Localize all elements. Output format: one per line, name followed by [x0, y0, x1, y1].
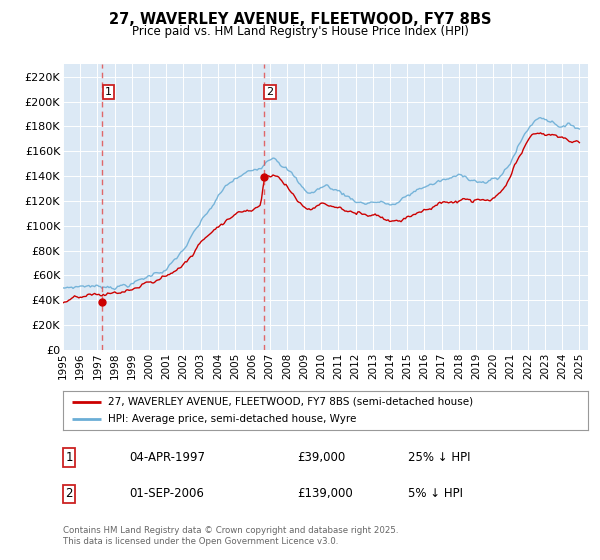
Text: Price paid vs. HM Land Registry's House Price Index (HPI): Price paid vs. HM Land Registry's House … — [131, 25, 469, 38]
Text: Contains HM Land Registry data © Crown copyright and database right 2025.
This d: Contains HM Land Registry data © Crown c… — [63, 526, 398, 546]
Text: 01-SEP-2006: 01-SEP-2006 — [129, 487, 204, 501]
Text: 1: 1 — [104, 87, 112, 97]
Text: £39,000: £39,000 — [297, 451, 345, 464]
Text: £139,000: £139,000 — [297, 487, 353, 501]
Text: 1: 1 — [65, 451, 73, 464]
Text: 2: 2 — [65, 487, 73, 501]
Text: 27, WAVERLEY AVENUE, FLEETWOOD, FY7 8BS (semi-detached house): 27, WAVERLEY AVENUE, FLEETWOOD, FY7 8BS … — [107, 396, 473, 407]
Text: 04-APR-1997: 04-APR-1997 — [129, 451, 205, 464]
Text: 25% ↓ HPI: 25% ↓ HPI — [408, 451, 470, 464]
Text: 5% ↓ HPI: 5% ↓ HPI — [408, 487, 463, 501]
Text: 27, WAVERLEY AVENUE, FLEETWOOD, FY7 8BS: 27, WAVERLEY AVENUE, FLEETWOOD, FY7 8BS — [109, 12, 491, 27]
Text: 2: 2 — [266, 87, 274, 97]
Text: HPI: Average price, semi-detached house, Wyre: HPI: Average price, semi-detached house,… — [107, 414, 356, 424]
